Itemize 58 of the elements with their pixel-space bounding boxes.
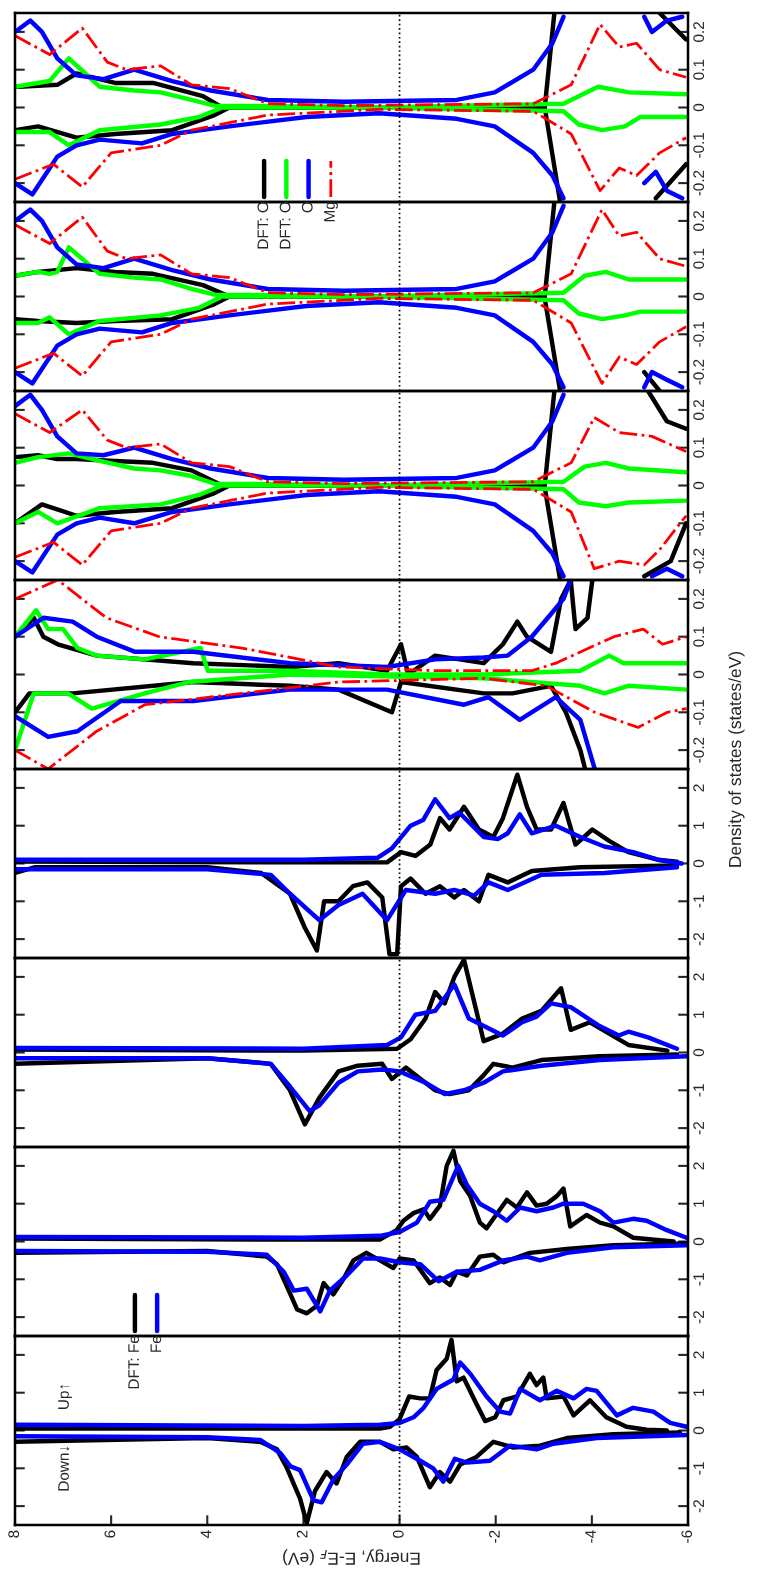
x-tick-label: 2 (296, 1530, 308, 1538)
y-tick-label: 0.1 (693, 437, 705, 458)
y-tick-label: 0.2 (693, 589, 705, 609)
y-axis-title: Density of states (states/eV) (728, 652, 745, 867)
y-tick-label: -2 (693, 1122, 704, 1135)
annotation: Up↑ (58, 1384, 72, 1409)
y-tick-label: 0 (693, 859, 705, 868)
y-tick-label: -0.2 (693, 359, 705, 385)
y-tick-label: 0 (693, 292, 705, 301)
x-tick-label: 4 (200, 1530, 212, 1539)
legend-label: DFT: Fe (128, 1335, 140, 1389)
x-tick-label: -2 (489, 1530, 500, 1543)
y-tick-label: -1 (693, 895, 704, 908)
y-tick-label: 0 (693, 1426, 705, 1435)
y-tick-label: 0.2 (693, 400, 705, 420)
y-tick-label: 0.1 (693, 626, 705, 647)
x-tick-label: 6 (104, 1530, 116, 1538)
y-tick-label: -2 (693, 933, 704, 946)
y-tick-label: 1 (693, 1200, 704, 1207)
y-tick-label: 1 (693, 822, 704, 829)
annotation: Down↓ (58, 1446, 70, 1491)
y-tick-label: 2 (693, 973, 704, 981)
y-tick-label: -0.1 (693, 321, 705, 347)
x-tick-label: 8 (8, 1530, 20, 1538)
y-tick-label: -0.2 (693, 737, 705, 763)
y-tick-label: -2 (693, 1311, 704, 1324)
y-tick-label: -0.2 (693, 170, 705, 196)
y-tick-label: 0.1 (693, 59, 705, 80)
y-tick-label: -0.2 (693, 548, 705, 574)
x-tick-label: -6 (681, 1530, 693, 1543)
y-tick-label: 1 (693, 1389, 704, 1396)
y-tick-label: 2 (693, 784, 704, 792)
x-tick-label: -4 (585, 1530, 596, 1543)
legend-label: O (301, 202, 313, 213)
y-tick-label: -0.1 (693, 132, 705, 158)
x-tick-label: 0 (392, 1530, 404, 1538)
y-tick-label: 0 (693, 481, 705, 490)
y-tick-label: 0.1 (693, 248, 705, 269)
y-tick-label: -0.1 (693, 699, 705, 725)
y-tick-label: -1 (693, 1462, 704, 1475)
y-tick-label: 1 (693, 1011, 704, 1018)
y-tick-label: 2 (693, 1351, 704, 1359)
legend-label: DFT: O (257, 201, 269, 249)
y-tick-label: 0 (693, 670, 705, 679)
y-tick-label: -0.1 (693, 510, 705, 536)
y-tick-label: 0.2 (693, 211, 705, 231)
y-tick-label: 0 (693, 103, 705, 112)
legend-label: DFT: O (279, 201, 291, 249)
y-tick-label: 0.2 (693, 22, 705, 42)
legend-label: Mg (324, 202, 338, 222)
legend-label: Fe (150, 1335, 162, 1352)
x-axis-title: Energy, E-E$_{F}$ (eV) (283, 1549, 420, 1566)
y-tick-label: -1 (693, 1273, 704, 1286)
y-tick-label: -2 (693, 1500, 704, 1513)
y-tick-label: 2 (693, 1162, 704, 1170)
y-tick-label: 0 (693, 1048, 705, 1057)
y-tick-label: 0 (693, 1237, 705, 1246)
y-tick-label: -1 (693, 1084, 704, 1097)
